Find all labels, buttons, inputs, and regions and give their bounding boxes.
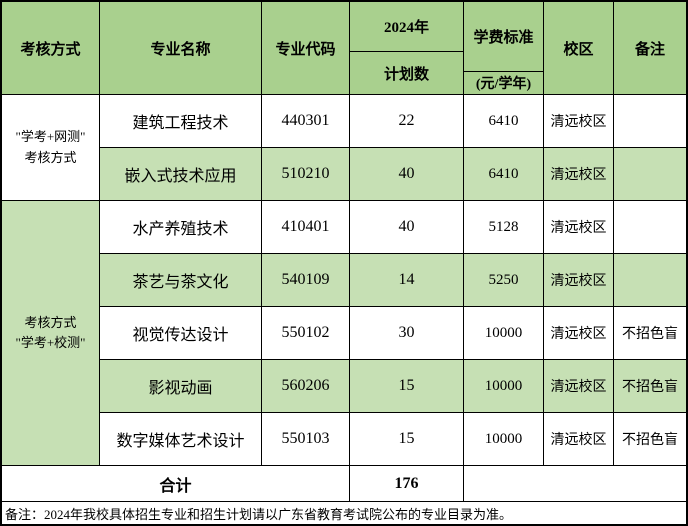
header-tuition-group: 学费标准 (元/学年): [464, 2, 544, 95]
group-exam-online: "学考+网测" 考核方式: [2, 95, 100, 201]
table-cell-plan: 40: [350, 201, 464, 254]
table-cell-major: 茶艺与茶文化: [100, 254, 262, 307]
table-cell-campus: 清远校区: [544, 307, 614, 360]
table-cell-campus: 清远校区: [544, 148, 614, 201]
header-plan-count: 计划数: [383, 66, 429, 83]
header-remark: 备注: [614, 2, 686, 95]
table-cell-note: 不招色盲: [614, 413, 686, 466]
table-cell-note: [614, 201, 686, 254]
table-cell-campus: 清远校区: [544, 360, 614, 413]
header-campus: 校区: [544, 2, 614, 95]
table-cell-plan: 40: [350, 148, 464, 201]
total-empty-cell: [464, 466, 686, 502]
header-year: 2024年: [350, 2, 463, 52]
table-cell-major: 视觉传达设计: [100, 307, 262, 360]
table-cell-note: [614, 148, 686, 201]
table-cell-note: [614, 254, 686, 307]
table-cell-tuition: 5250: [464, 254, 544, 307]
table-cell-tuition: 6410: [464, 95, 544, 148]
table-cell-major: 水产养殖技术: [100, 201, 262, 254]
table-cell-major: 数字媒体艺术设计: [100, 413, 262, 466]
header-tuition: 学费标准: [464, 2, 543, 72]
header-major-name: 专业名称: [100, 2, 262, 95]
table-cell-campus: 清远校区: [544, 413, 614, 466]
table-cell-campus: 清远校区: [544, 201, 614, 254]
table-cell-code: 540109: [262, 254, 350, 307]
table-cell-code: 440301: [262, 95, 350, 148]
table-cell-plan: 30: [350, 307, 464, 360]
table-cell-tuition: 10000: [464, 307, 544, 360]
table-cell-tuition: 10000: [464, 360, 544, 413]
table-cell-major: 影视动画: [100, 360, 262, 413]
table-cell-major: 建筑工程技术: [100, 95, 262, 148]
table-cell-tuition: 6410: [464, 148, 544, 201]
footer-note: 备注：2024年我校具体招生专业和招生计划请以广东省教育考试院公布的专业目录为准…: [2, 502, 686, 524]
table-cell-campus: 清远校区: [544, 95, 614, 148]
table-cell-campus: 清远校区: [544, 254, 614, 307]
table-cell-plan: 14: [350, 254, 464, 307]
table-cell-tuition: 5128: [464, 201, 544, 254]
table-cell-note: 不招色盲: [614, 360, 686, 413]
table-cell-code: 550103: [262, 413, 350, 466]
table-cell-note: 不招色盲: [614, 307, 686, 360]
table-cell-tuition: 10000: [464, 413, 544, 466]
table-cell-code: 550102: [262, 307, 350, 360]
header-plan-group: 2024年 计划数: [350, 2, 464, 95]
table-cell-note: [614, 95, 686, 148]
table-cell-plan: 15: [350, 360, 464, 413]
group-1-line2: 考核方式: [24, 149, 77, 165]
table-cell-plan: 22: [350, 95, 464, 148]
header-major-code: 专业代码: [262, 2, 350, 95]
table-cell-code: 510210: [262, 148, 350, 201]
table-cell-plan: 15: [350, 413, 464, 466]
header-tuition-unit: (元/学年): [475, 77, 532, 92]
table-cell-code: 410401: [262, 201, 350, 254]
group-exam-campus: 考核方式 "学考+校测": [2, 201, 100, 466]
header-assessment: 考核方式: [2, 2, 100, 95]
group-2-line2: "学考+校测": [15, 335, 86, 350]
table-cell-code: 560206: [262, 360, 350, 413]
total-label: 合计: [2, 466, 350, 502]
group-1-line1: "学考+网测": [15, 129, 86, 145]
table-cell-major: 嵌入式技术应用: [100, 148, 262, 201]
group-2-line1: 考核方式: [24, 314, 77, 330]
total-plan-count: 176: [350, 466, 464, 502]
